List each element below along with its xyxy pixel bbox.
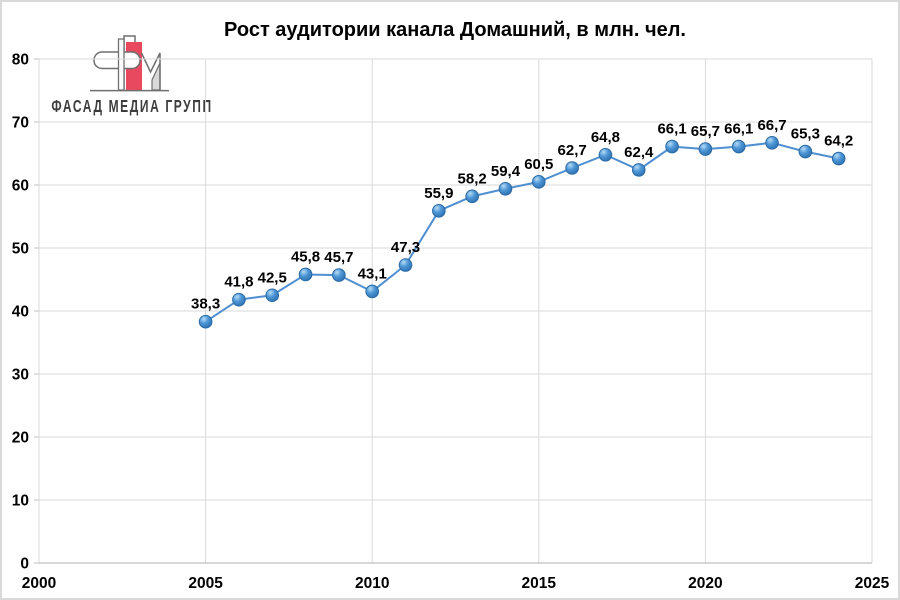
logo-pill [93,51,141,70]
data-label: 45,8 [291,248,320,265]
data-label: 58,2 [458,170,487,187]
data-label: 59,4 [491,163,521,180]
data-point-marker [598,147,613,162]
logo-m-shape [140,52,161,90]
data-label: 62,4 [624,144,654,161]
data-point-marker [532,175,546,189]
data-label: 60,5 [524,156,553,173]
data-point-marker [498,181,513,196]
logo-caption: ФАСАД МЕДИА ГРУПП [51,97,212,117]
data-point-marker [465,189,479,204]
data-point-marker [831,151,846,166]
data-label: 65,3 [791,126,820,143]
x-tick-label: 2025 [855,575,890,592]
data-label: 66,7 [757,117,786,134]
data-label: 64,8 [591,129,620,146]
y-tick-label: 40 [12,304,29,321]
y-tick-label: 10 [12,493,29,510]
data-label: 65,7 [691,123,720,140]
data-point-marker [798,144,813,159]
x-tick-label: 2015 [522,575,557,592]
logo-stem [117,38,125,91]
x-tick-label: 2020 [688,575,722,592]
data-point-marker [698,142,713,156]
y-tick-label: 50 [12,241,29,258]
data-label: 64,2 [824,133,853,150]
data-point-marker [265,288,280,303]
plot-area: 0 10 20 30 40 50 60 70 80 2000 2005 2010 2015 2020 202… [12,52,890,593]
data-point-marker [631,163,646,177]
data-point-marker [765,135,779,150]
data-point-marker [232,292,246,307]
data-label: 38,3 [191,296,220,313]
data-label: 66,1 [724,121,753,138]
y-tick-label: 80 [12,52,29,69]
x-tick-label: 2000 [22,575,56,592]
data-label: 55,9 [424,185,453,202]
data-point-marker [332,268,346,282]
x-tick-label: 2010 [355,575,389,592]
data-label: 42,5 [258,269,287,286]
x-tick-label: 2005 [188,575,223,592]
data-point-marker [432,204,446,218]
data-label: 43,1 [358,265,387,282]
data-label: 45,7 [324,249,353,266]
y-tick-label: 30 [12,367,29,384]
data-label: 41,8 [224,274,253,291]
y-tick-label: 20 [12,430,29,447]
data-point-marker [731,139,746,154]
data-label: 66,1 [657,121,686,138]
data-point-marker [398,258,413,272]
data-point-marker [365,284,380,299]
fasad-media-group-logo: ФАСАД МЕДИА ГРУПП [51,35,212,117]
data-point-marker [298,267,313,282]
data-point-marker [565,161,579,175]
series-line [204,141,840,323]
data-point-marker [665,139,679,154]
y-tick-label: 60 [12,178,29,195]
data-label: 47,3 [391,239,420,256]
y-tick-label: 70 [12,115,29,132]
data-label: 62,7 [558,142,587,159]
y-tick-label: 0 [20,556,29,573]
chart-title: Рост аудитории канала Домашний, в млн. ч… [224,19,686,41]
data-point-marker [198,314,213,329]
